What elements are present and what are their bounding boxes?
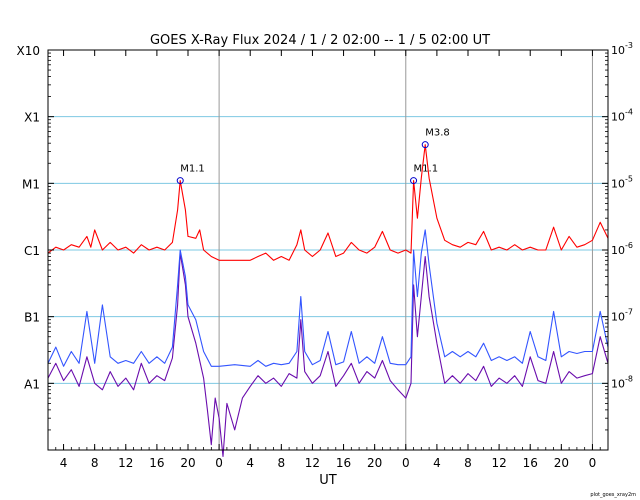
x-tick-label: 16 <box>523 456 538 470</box>
x-tick-label: 0 <box>402 456 410 470</box>
x-tick-label: 8 <box>278 456 286 470</box>
y-class-label: A1 <box>24 377 40 391</box>
x-tick-label: 20 <box>367 456 382 470</box>
flare-label: M3.8 <box>425 128 450 139</box>
axis-layer: 4 8 12 16 20 0 4 8 12 16 20 0 4 8 12 16 20 0 A1 B1 C1 M1 X1 X10… <box>17 41 633 470</box>
y-flux-exponent: -7 <box>625 308 633 317</box>
flare-marker-layer: M1.1 M1.1 M3.8 <box>176 128 450 185</box>
y-flux-exponent: -5 <box>625 174 633 183</box>
y-flux-label: 10-3 <box>611 41 633 57</box>
y-flux-label: 10-4 <box>611 108 633 124</box>
y-flux-exponent: -6 <box>625 241 633 250</box>
y-class-label: C1 <box>24 244 40 258</box>
x-tick-label: 12 <box>305 456 320 470</box>
chart-title: GOES X-Ray Flux 2024 / 1 / 2 02:00 -- 1 … <box>150 33 490 48</box>
flux-series-line <box>47 252 609 458</box>
y-flux-exponent: -8 <box>625 374 633 383</box>
y-class-label: M1 <box>22 177 40 191</box>
y-flux-label: 10-6 <box>611 241 633 257</box>
y-class-label: X1 <box>24 111 40 125</box>
y-flux-label: 10-8 <box>611 374 633 390</box>
x-axis-label: UT <box>319 473 337 488</box>
y-class-label: B1 <box>24 311 40 325</box>
x-tick-label: 20 <box>554 456 569 470</box>
x-tick-label: 12 <box>491 456 506 470</box>
y-flux-label: 10-7 <box>611 308 633 324</box>
x-tick-label: 8 <box>91 456 99 470</box>
plot-footnote: plot_goes_xray2m <box>590 492 636 498</box>
flare-label: M1.1 <box>180 164 205 175</box>
x-tick-label: 16 <box>336 456 351 470</box>
flare-marker <box>176 177 184 185</box>
flare-marker <box>421 141 429 149</box>
flux-series-line <box>47 229 609 367</box>
y-flux-exponent: -3 <box>625 41 633 50</box>
flare-label: M1.1 <box>414 164 439 175</box>
x-tick-label: 8 <box>464 456 472 470</box>
flare-marker <box>410 177 418 185</box>
series-layer <box>47 144 609 458</box>
y-flux-label: 10-5 <box>611 174 633 190</box>
grid-layer <box>48 50 608 450</box>
x-tick-label: 4 <box>60 456 68 470</box>
x-tick-label: 16 <box>149 456 164 470</box>
y-class-label: X10 <box>17 44 41 58</box>
x-tick-label: 4 <box>433 456 441 470</box>
x-tick-label: 20 <box>180 456 195 470</box>
y-flux-exponent: -4 <box>625 108 633 117</box>
x-tick-label: 12 <box>118 456 133 470</box>
x-tick-label: 0 <box>215 456 223 470</box>
x-tick-label: 4 <box>246 456 254 470</box>
x-tick-label: 0 <box>589 456 597 470</box>
flux-series-line <box>47 144 609 261</box>
